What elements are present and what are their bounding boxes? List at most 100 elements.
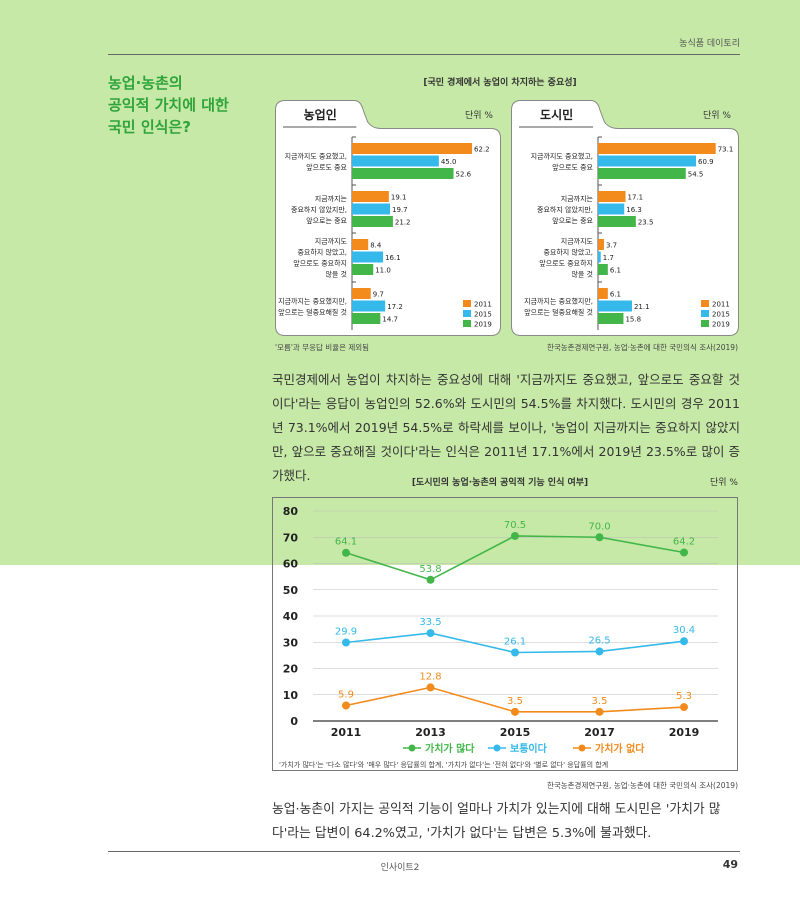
data-label: 33.5	[419, 617, 441, 628]
x-tick-label: 2015	[500, 726, 531, 739]
category-label: 지금까지는 중요했지만,	[524, 297, 593, 306]
category-label: 중요하지 않았지만,	[291, 205, 347, 214]
category-label: 앞으로도 중요	[306, 164, 347, 172]
category-label: 앞으로는 덜중요해질 것	[278, 308, 347, 317]
bar-2011	[598, 143, 716, 154]
data-point	[595, 707, 604, 716]
unit-label: 단위 %	[465, 110, 493, 121]
category-label: 앞으로도 중요하지	[539, 259, 593, 268]
data-label: 3.5	[507, 696, 523, 707]
bar-value-label: 16.1	[385, 254, 401, 262]
legend-marker	[493, 744, 501, 752]
bar-2019	[352, 168, 454, 179]
y-tick-label: 70	[283, 531, 299, 544]
bar-2015	[352, 251, 384, 263]
bar-value-label: 60.9	[698, 158, 714, 166]
headline-line: 국민 인식은?	[108, 118, 191, 136]
data-point	[511, 707, 519, 716]
bar-2019	[598, 313, 624, 324]
data-point	[342, 701, 350, 710]
x-tick-label: 2011	[331, 726, 362, 739]
y-tick-label: 0	[290, 715, 298, 728]
legend-label: 가치가 많다	[425, 742, 475, 755]
category-label: 지금까지는	[315, 194, 348, 203]
section-label: 농식품 데이토리	[679, 39, 740, 49]
legend-swatch	[463, 310, 471, 317]
legend-marker	[408, 744, 416, 752]
legend-swatch	[701, 310, 709, 317]
series-line	[345, 535, 685, 581]
header-divider	[108, 54, 740, 55]
y-tick-label: 10	[283, 689, 299, 702]
data-point	[342, 548, 350, 557]
bar-2011	[598, 191, 626, 202]
bar-2019	[352, 216, 393, 227]
data-label: 70.0	[588, 521, 610, 532]
category-label: 앞으로는 중요	[552, 217, 593, 225]
category-label: 지금까지는 중요했지만,	[278, 297, 347, 306]
chart3-note: '가치가 많다'는 '다소 많다'와 '매우 많다' 응답률의 합계, '가치가…	[279, 761, 609, 769]
legend-label: 보통이다	[510, 742, 548, 755]
bar-value-label: 73.1	[718, 146, 734, 154]
bar-2015	[598, 251, 601, 263]
y-tick-label: 60	[283, 558, 299, 571]
category-label: 지금까지도	[561, 237, 594, 246]
bar-2011	[352, 191, 389, 202]
data-point	[595, 533, 604, 542]
legend-marker	[578, 744, 586, 752]
bar-2011	[352, 239, 369, 250]
paragraph-2: 농업·농촌이 가지는 공익적 기능이 얼마나 가치가 있는지에 대해 도시민은 …	[272, 802, 721, 841]
data-label: 26.1	[504, 636, 526, 647]
data-label: 5.3	[676, 691, 692, 702]
headline-line: 공익적 가치에 대한	[108, 96, 229, 114]
bar-value-label: 19.1	[391, 194, 407, 202]
bar-2019	[598, 264, 608, 275]
bar-value-label: 6.1	[610, 267, 621, 275]
paragraph-1: 국민경제에서 농업이 차지하는 중요성에 대해 '지금까지도 중요했고, 앞으로…	[272, 372, 740, 483]
category-label: 지금까지도 중요했고,	[531, 152, 593, 161]
bar-value-label: 62.2	[474, 146, 490, 154]
data-point	[680, 703, 688, 712]
data-point	[595, 647, 604, 656]
category-label: 앞으로도 중요하지	[293, 259, 347, 268]
category-label: 중요하지 않았고,	[297, 248, 347, 257]
panel-title: 도시민	[540, 107, 573, 122]
data-label: 64.1	[335, 537, 357, 548]
chart1-title: [국민 경제에서 농업이 차지하는 중요성]	[423, 78, 577, 88]
bar-value-label: 11.0	[375, 267, 391, 275]
bar-2015	[352, 203, 391, 215]
category-label: 지금까지는	[561, 194, 594, 203]
bar-value-label: 54.5	[688, 171, 704, 179]
headline: 농업·농촌의 공익적 가치에 대한 국민 인식은?	[108, 72, 258, 138]
bar-value-label: 19.7	[392, 206, 408, 214]
data-point	[511, 531, 519, 540]
legend-label: 2015	[474, 311, 492, 319]
legend-label: 2019	[712, 321, 730, 329]
data-point	[426, 575, 435, 584]
category-label: 중요하지 않았지만,	[537, 205, 593, 214]
data-point	[680, 548, 688, 557]
data-point	[680, 637, 688, 646]
bar-value-label: 9.7	[373, 291, 384, 299]
panel-title: 농업인	[304, 107, 337, 122]
data-label: 12.8	[419, 671, 441, 682]
bar-2011	[598, 239, 604, 250]
x-tick-label: 2013	[415, 726, 446, 739]
x-tick-label: 2017	[584, 726, 615, 739]
bar-2015	[598, 155, 697, 167]
bar-value-label: 45.0	[441, 158, 457, 166]
bar-2015	[598, 203, 625, 215]
footer-divider	[108, 851, 740, 852]
chart3-title: [도시민의 농업·농촌의 공익적 기능 인식 여부]	[411, 478, 589, 488]
bar-value-label: 17.2	[387, 303, 403, 311]
bar-value-label: 21.1	[634, 303, 650, 311]
bar-2015	[352, 300, 386, 312]
bar-value-label: 3.7	[606, 242, 617, 250]
data-label: 53.8	[419, 564, 441, 575]
category-label: 않을 것	[325, 270, 347, 279]
bar-value-label: 14.7	[382, 316, 398, 324]
chart1-note: '모름'과 무응답 비율은 제외됨	[275, 343, 370, 352]
bar-value-label: 1.7	[603, 254, 614, 262]
data-point	[511, 648, 519, 657]
x-tick-label: 2019	[669, 726, 700, 739]
